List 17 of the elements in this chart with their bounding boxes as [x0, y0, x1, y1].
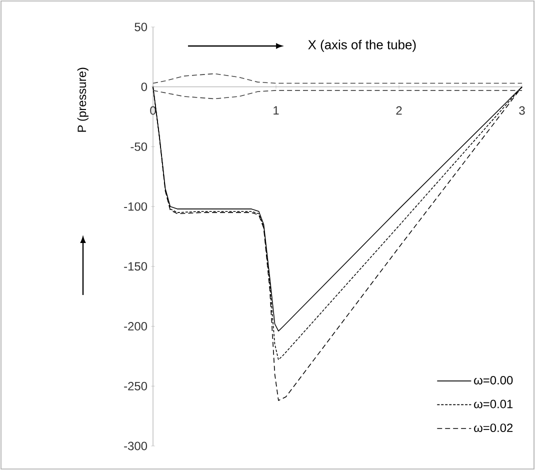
legend-label: ω=0.01 — [474, 400, 513, 408]
y-tick-label: -200 — [124, 322, 148, 330]
x-tick-label: 2 — [396, 106, 402, 115]
x-tick-label: 0 — [150, 106, 156, 115]
y-tick-label: -150 — [124, 262, 148, 271]
y-axis-title: P (pressure) — [77, 68, 88, 132]
y-tick-label: -50 — [130, 142, 148, 151]
y-tick-label: 0 — [141, 82, 148, 92]
y-tick-label: -300 — [124, 442, 148, 450]
y-tick-label: 50 — [134, 22, 148, 32]
x-axis-title: X (axis of the tube) — [308, 40, 416, 52]
legend-label: ω=0.02 — [474, 424, 513, 432]
y-tick-label: -100 — [124, 202, 148, 211]
y-tick-label: -250 — [124, 382, 148, 390]
x-tick-label: 3 — [519, 106, 525, 115]
x-tick-label: 1 — [274, 106, 279, 115]
legend-label: ω=0.00 — [474, 376, 513, 384]
